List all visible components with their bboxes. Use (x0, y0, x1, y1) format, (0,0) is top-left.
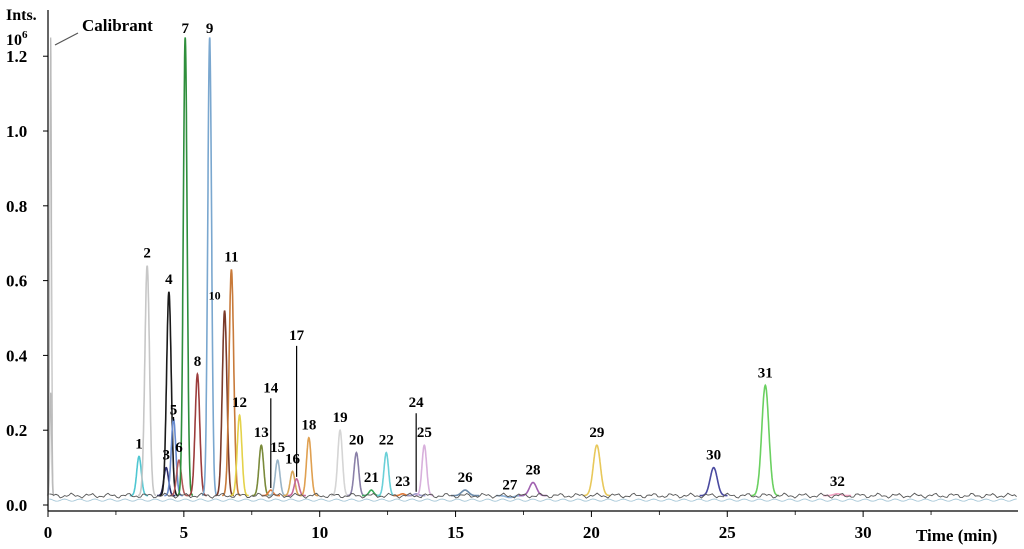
x-tick-label: 5 (180, 523, 189, 542)
peak-8 (188, 372, 207, 497)
peak-label-3: 3 (162, 448, 170, 464)
peak-label-21: 21 (364, 470, 379, 486)
peak-label-18: 18 (301, 418, 316, 434)
peak-2 (137, 265, 157, 497)
peak-30 (699, 466, 728, 497)
peak-11 (221, 269, 241, 497)
y-tick-label: 0.0 (6, 496, 27, 515)
peak-label-1: 1 (135, 436, 143, 452)
x-axis-label: Time (min) (916, 526, 997, 545)
axes: 0 5 10 15 20 25 300.00.20.40.60.81.01.2 (6, 10, 1018, 542)
peak-19 (330, 428, 350, 497)
peak-label-17: 17 (289, 328, 305, 344)
peak-label-20: 20 (349, 433, 364, 449)
y-tick-label: 1.0 (6, 122, 27, 141)
peak-31 (751, 383, 780, 497)
peak-4 (159, 291, 179, 497)
x-tick-label: 20 (583, 523, 600, 542)
peak-label-11: 11 (224, 249, 238, 265)
y-tick-label: 0.6 (6, 272, 27, 291)
calibrant-pointer (54, 32, 79, 46)
y-axis-label-line1: Ints. (6, 7, 37, 24)
peak-label-10: 10 (209, 288, 221, 302)
peak-label-25: 25 (417, 425, 432, 441)
y-axis-label-base: 10 (6, 32, 22, 49)
peak-label-19: 19 (333, 410, 348, 426)
peak-15 (268, 458, 287, 497)
calibrant-label: Calibrant (82, 16, 153, 35)
peak-label-12: 12 (232, 395, 247, 411)
peak-label-30: 30 (706, 448, 721, 464)
peak-label-22: 22 (379, 433, 394, 449)
peak-label-4: 4 (165, 272, 173, 288)
peak-1 (129, 455, 148, 497)
peak-label-8: 8 (194, 354, 202, 370)
baseline-trace (49, 498, 1017, 502)
x-tick-label: 25 (719, 523, 736, 542)
y-axis-label-line2: 106 (6, 29, 28, 49)
y-tick-label: 1.2 (6, 47, 27, 66)
peak-28 (518, 481, 547, 497)
peak-label-5: 5 (170, 403, 178, 419)
peak-label-7: 7 (181, 21, 189, 37)
peak-12 (230, 413, 249, 497)
x-tick-label: 30 (855, 523, 872, 542)
y-tick-label: 0.8 (6, 197, 27, 216)
peak-label-28: 28 (526, 463, 541, 479)
y-tick-label: 0.4 (6, 346, 28, 365)
peak-label-24: 24 (409, 395, 425, 411)
peak-label-15: 15 (270, 440, 285, 456)
peak-25 (415, 444, 434, 497)
peak-9 (201, 37, 218, 497)
peak-26 (450, 489, 480, 497)
peak-7 (177, 37, 194, 497)
x-tick-label: 0 (44, 523, 53, 542)
peak-label-16: 16 (285, 451, 301, 467)
peak-label-32: 32 (830, 474, 845, 490)
peak-29 (582, 444, 611, 497)
peak-label-9: 9 (206, 21, 214, 37)
peak-label-2: 2 (143, 246, 151, 262)
peak-label-14: 14 (263, 380, 279, 396)
peak-label-27: 27 (502, 478, 518, 494)
y-tick-label: 0.2 (6, 421, 27, 440)
y-axis-label-exponent: 6 (22, 29, 28, 41)
peak-label-31: 31 (758, 365, 773, 381)
x-tick-label: 10 (311, 523, 328, 542)
baseline-trace (49, 492, 1017, 499)
peak-label-6: 6 (175, 440, 183, 456)
peak-label-29: 29 (589, 425, 604, 441)
peak-22 (377, 451, 396, 497)
peak-label-23: 23 (395, 474, 410, 490)
peak-3 (157, 466, 176, 497)
peak-20 (347, 451, 366, 497)
peak-traces (46, 37, 852, 499)
x-tick-label: 15 (447, 523, 464, 542)
peak-label-13: 13 (254, 425, 269, 441)
baseline-traces (49, 492, 1017, 502)
peak-13 (252, 444, 271, 497)
peak-label-26: 26 (458, 470, 474, 486)
peak-10 (215, 310, 234, 497)
peak-18 (299, 436, 319, 497)
